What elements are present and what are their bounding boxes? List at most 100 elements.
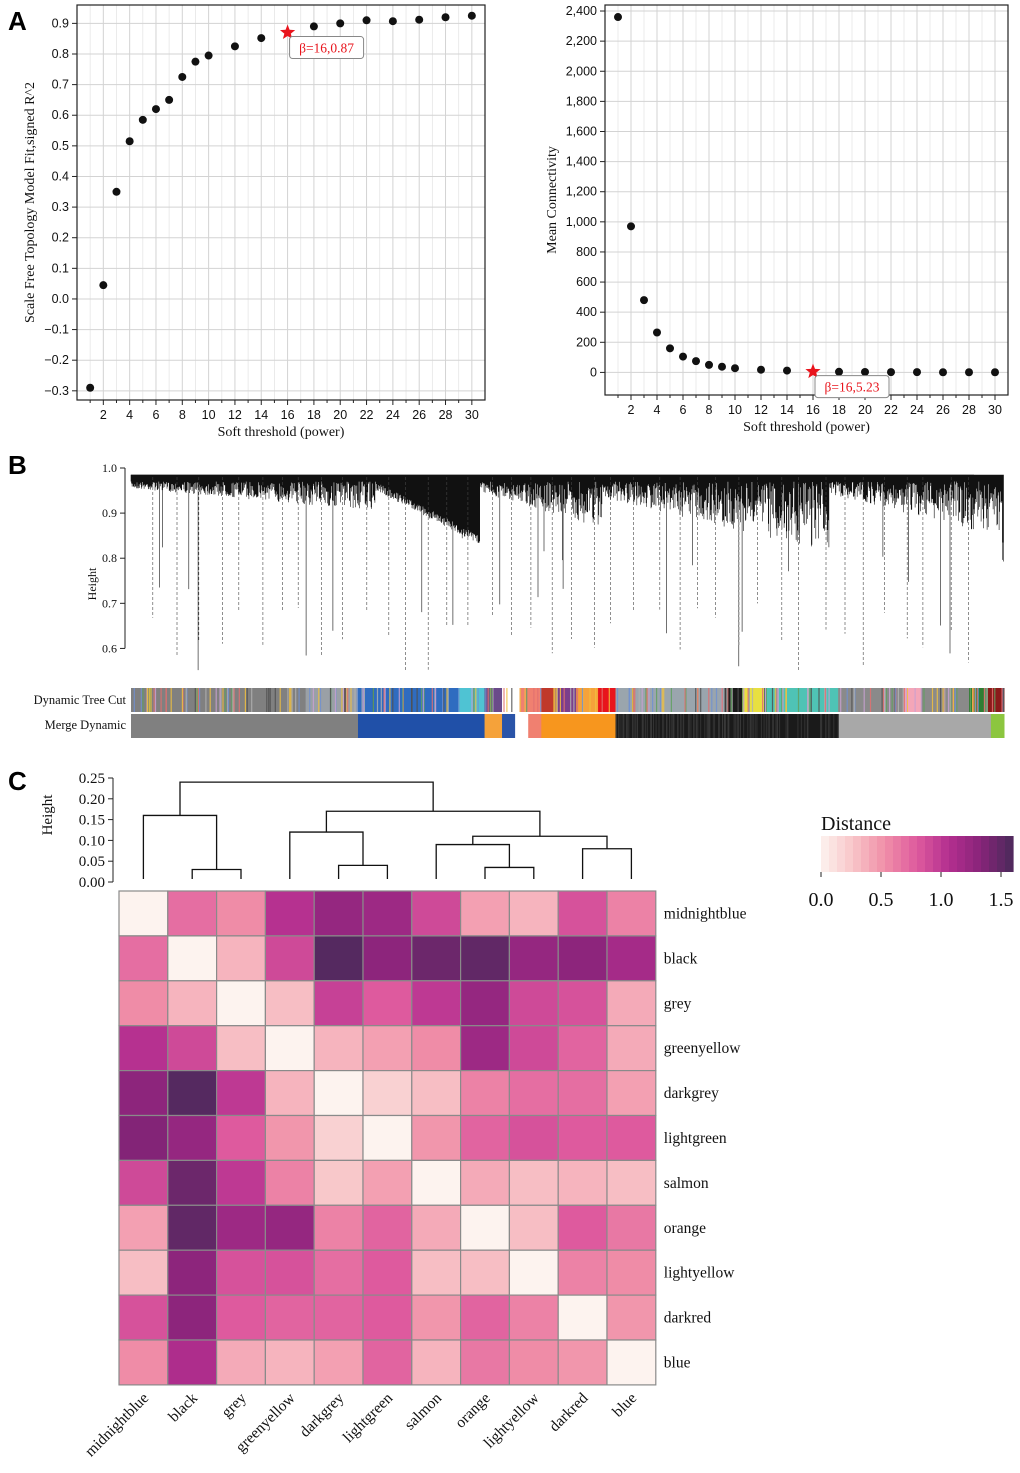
- x-tick-label: 20: [333, 408, 347, 422]
- data-point: [861, 367, 869, 376]
- highlight-label-box: [289, 36, 365, 60]
- heatmap-cell: [557, 1069, 608, 1117]
- merge-dynamic-segment: [484, 714, 503, 738]
- x-tick-label: 30: [465, 408, 479, 422]
- dynamic-tree-cut-stripe: [764, 688, 766, 712]
- dynamic-tree-cut-stripe: [684, 688, 686, 712]
- x-tick-label: 18: [307, 408, 321, 422]
- merge-dynamic-stripe: [650, 714, 652, 738]
- dynamic-tree-cut-stripe: [884, 688, 886, 712]
- heatmap-cell: [216, 1294, 267, 1341]
- legend-swatch: [821, 836, 830, 872]
- dynamic-tree-cut-stripe: [511, 688, 513, 712]
- dynamic-tree-cut-stripe: [389, 688, 391, 712]
- merge-dynamic-stripe: [772, 714, 774, 738]
- dynamic-tree-cut-stripe: [312, 688, 314, 712]
- dendro-branch: [289, 831, 364, 879]
- data-point: [835, 367, 843, 376]
- merge-dynamic-stripe: [655, 714, 657, 738]
- merge-dynamic-stripe: [722, 714, 724, 738]
- dynamic-tree-cut-stripe: [697, 688, 699, 712]
- merge-dynamic-stripe: [634, 714, 636, 738]
- data-point: [165, 95, 174, 104]
- heatmap-cell: [167, 1294, 218, 1341]
- dynamic-tree-cut-stripe: [762, 688, 764, 712]
- heatmap-cell: [216, 1249, 267, 1296]
- dynamic-tree-cut-stripe: [663, 688, 665, 712]
- heatmap-cell: [118, 1114, 169, 1162]
- heatmap-cell: [508, 1204, 559, 1251]
- heatmap-cell: [362, 935, 413, 982]
- dynamic-tree-cut-stripe: [431, 688, 433, 712]
- x-tick-label: 22: [360, 408, 374, 422]
- data-point: [692, 357, 700, 366]
- dynamic-tree-cut-stripe: [994, 688, 996, 712]
- data-point: [627, 222, 635, 231]
- x-tick-label: 22: [884, 403, 898, 417]
- heatmap-cell: [606, 1339, 657, 1386]
- y-tick-label: 800: [576, 245, 597, 259]
- y-tick-label: 0.6: [102, 641, 117, 655]
- dynamic-tree-cut-stripe: [652, 688, 654, 712]
- merge-dynamic-stripe: [697, 714, 699, 738]
- merge-dynamic-stripe: [670, 714, 672, 738]
- dynamic-tree-cut-stripe: [342, 688, 345, 712]
- dynamic-tree-cut-stripe: [298, 688, 300, 712]
- legend-swatch: [893, 836, 902, 872]
- dynamic-tree-cut-stripe: [882, 688, 884, 712]
- heatmap-cell: [216, 1025, 267, 1072]
- dynamic-tree-cut-stripe: [895, 688, 897, 712]
- dynamic-tree-cut-stripe: [380, 688, 382, 712]
- dynamic-tree-cut-stripe: [807, 688, 809, 712]
- dynamic-tree-cut-stripe: [266, 688, 268, 712]
- merge-dynamic-stripe: [641, 714, 643, 738]
- dynamic-tree-cut-stripe: [434, 688, 436, 712]
- heatmap-cell: [508, 1114, 559, 1162]
- heatmap-cell: [167, 1249, 218, 1296]
- heatmap-cell: [508, 1294, 559, 1341]
- data-point: [965, 368, 973, 377]
- dynamic-tree-cut-stripe: [402, 688, 404, 712]
- data-point: [309, 22, 318, 31]
- heatmap-cell: [460, 1069, 511, 1117]
- heatmap-cell: [508, 1339, 559, 1386]
- merge-dynamic-stripe: [615, 714, 617, 738]
- merge-dynamic-segment: [131, 714, 359, 738]
- dynamic-tree-cut-stripe: [730, 688, 732, 712]
- heatmap-cell: [411, 1294, 462, 1341]
- heatmap-cell: [411, 935, 462, 982]
- dynamic-tree-cut-stripe: [383, 688, 385, 712]
- dynamic-tree-cut-stripe: [708, 688, 710, 712]
- merge-dynamic-stripe: [704, 714, 706, 738]
- merge-dynamic-stripe: [618, 714, 619, 738]
- merge-dynamic-segment: [990, 714, 1005, 738]
- data-point: [653, 328, 661, 337]
- dynamic-tree-cut-stripe: [279, 688, 281, 712]
- dynamic-tree-cut-stripe: [914, 688, 916, 712]
- merge-dynamic-stripe: [763, 714, 765, 738]
- x-tick-label: 24: [386, 408, 400, 422]
- heatmap-row-label: orange: [664, 1220, 706, 1237]
- data-point: [640, 296, 648, 305]
- dynamic-tree-cut-stripe: [170, 688, 172, 712]
- dynamic-tree-cut-stripe: [319, 688, 322, 712]
- y-tick-label: 0: [590, 365, 597, 379]
- dynamic-tree-cut-stripe: [824, 688, 826, 712]
- data-point: [887, 368, 895, 377]
- dynamic-tree-cut-stripe: [506, 688, 508, 712]
- legend-swatch: [853, 836, 862, 872]
- dynamic-tree-cut-stripe: [487, 688, 489, 712]
- dynamic-tree-cut-stripe: [318, 688, 320, 712]
- merge-dynamic-stripe: [820, 714, 822, 738]
- heatmap-cell: [118, 1249, 169, 1296]
- y-axis-label: Scale Free Topology Model Fit,signed R^2: [23, 82, 38, 323]
- dynamic-tree-cut-stripe: [656, 688, 658, 712]
- heatmap-cell: [167, 1069, 218, 1117]
- dynamic-tree-cut-stripe: [972, 688, 974, 712]
- y-tick-label: 0.4: [52, 169, 69, 183]
- heatmap-cell: [460, 1339, 511, 1386]
- x-tick-label: 6: [152, 408, 159, 422]
- x-tick-label: 12: [754, 403, 768, 417]
- data-point: [705, 360, 713, 369]
